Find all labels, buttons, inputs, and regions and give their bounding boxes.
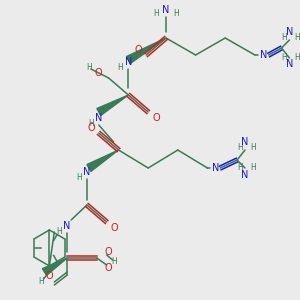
Text: O: O (87, 123, 95, 133)
Text: H: H (118, 64, 123, 73)
Polygon shape (87, 150, 119, 171)
Text: O: O (95, 68, 103, 78)
Text: N: N (83, 167, 91, 177)
Text: H: H (282, 53, 287, 62)
Text: O: O (152, 113, 160, 123)
Text: H: H (153, 10, 159, 19)
Text: H: H (237, 143, 243, 152)
Text: H: H (295, 53, 300, 62)
Text: H: H (250, 164, 256, 172)
Text: O: O (134, 45, 142, 55)
Text: H: H (39, 278, 44, 286)
Text: N: N (260, 50, 267, 60)
Text: H: H (88, 119, 94, 128)
Text: N: N (64, 221, 71, 231)
Text: N: N (241, 137, 249, 147)
Polygon shape (126, 38, 166, 64)
Text: H: H (295, 34, 300, 43)
Text: H: H (86, 64, 92, 73)
Text: H: H (76, 173, 82, 182)
Text: N: N (125, 57, 132, 67)
Text: O: O (46, 271, 53, 281)
Text: H: H (173, 10, 179, 19)
Text: H: H (282, 34, 287, 43)
Text: O: O (111, 223, 119, 233)
Text: N: N (286, 27, 293, 37)
Text: N: N (162, 5, 169, 15)
Text: N: N (212, 163, 219, 173)
Text: H: H (250, 143, 256, 152)
Text: H: H (237, 164, 243, 172)
Text: N: N (95, 113, 103, 123)
Text: O: O (105, 247, 112, 257)
Polygon shape (97, 95, 128, 116)
Polygon shape (42, 258, 67, 275)
Text: H: H (112, 257, 118, 266)
Text: N: N (241, 170, 249, 180)
Text: H: H (56, 227, 62, 236)
Text: N: N (286, 59, 293, 69)
Text: O: O (105, 263, 112, 273)
